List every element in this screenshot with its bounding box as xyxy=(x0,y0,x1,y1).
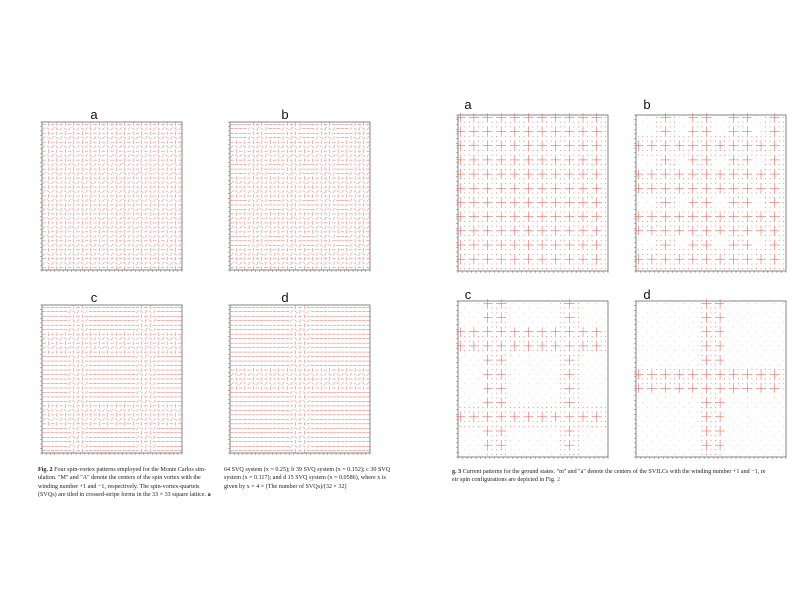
left-caption-col2-line1: 64 SVQ system (x = 0.25); b 39 SVQ syste… xyxy=(224,467,391,473)
right-panel-a-label: a xyxy=(464,97,472,112)
left-plot-a xyxy=(34,120,184,278)
right-panel-d-label: d xyxy=(643,287,651,302)
left-panel-c-label: c xyxy=(90,290,98,305)
right-caption: g. 3 Current patterns for the ground sta… xyxy=(452,468,792,485)
left-caption-a: a xyxy=(207,492,211,499)
left-caption-line4: (SVQs) are tiled in crossed-stripe forms… xyxy=(38,492,207,499)
right-panel-b-label: b xyxy=(643,97,651,112)
left-caption-line1: Four spin-vortex patterns employed for t… xyxy=(54,467,207,473)
right-caption-line1: Current patterns for the ground states. … xyxy=(462,469,766,475)
left-panel-d-label: d xyxy=(281,290,289,305)
right-plot-b xyxy=(628,113,788,279)
left-caption-col2-line3: given by x = 4 × (The number of SVQs)/(3… xyxy=(224,483,347,490)
right-caption-line2: eir spin configurations are depicted in … xyxy=(452,477,556,484)
left-caption-col1: Fig. 2 Four spin-vortex patterns employe… xyxy=(38,466,218,500)
right-plot-c xyxy=(450,299,610,465)
left-plot-b xyxy=(222,120,372,278)
left-caption-col2-line2: system (x = 0.117); and d 15 SVQ system … xyxy=(224,475,386,482)
right-plot-d xyxy=(628,299,788,465)
left-panel-a-label: a xyxy=(90,107,98,122)
left-caption-col2: 64 SVQ system (x = 0.25); b 39 SVQ syste… xyxy=(224,466,406,491)
right-caption-label: g. 3 xyxy=(452,469,462,475)
left-plot-c xyxy=(34,303,184,461)
left-caption-label: Fig. 2 xyxy=(38,467,53,473)
left-panel-b-label: b xyxy=(281,107,289,122)
right-plot-a xyxy=(450,113,610,279)
left-plot-d xyxy=(222,303,372,461)
figure-2-link[interactable]: 2 xyxy=(556,477,560,484)
right-panel-c-label: c xyxy=(464,287,472,302)
left-caption-line3: winding number +1 and −1, respectively. … xyxy=(38,483,200,490)
left-caption-line2: ulation. "M" and "A" denote the centers … xyxy=(38,475,201,482)
